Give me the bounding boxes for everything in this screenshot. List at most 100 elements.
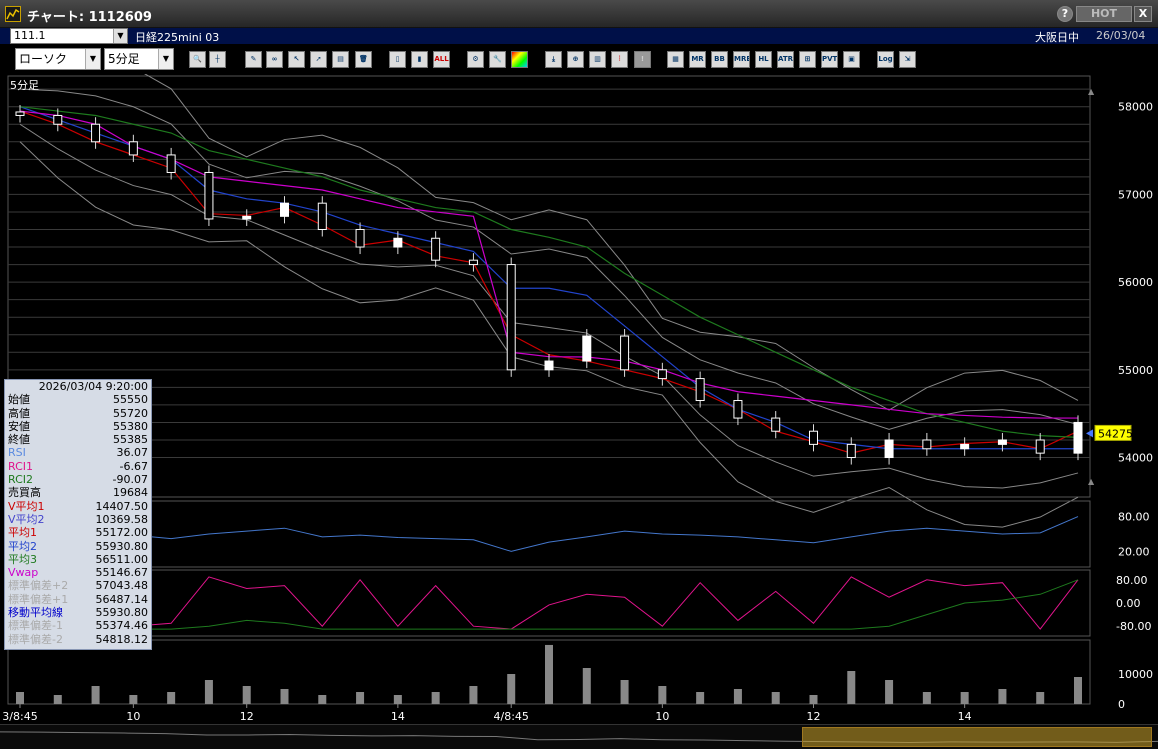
candle-body	[544, 360, 554, 371]
hot-button[interactable]: HOT	[1076, 6, 1132, 22]
info-row: RCI1 -6.67	[5, 460, 151, 473]
symbol-combobox[interactable]: 111.1 ▼	[10, 28, 128, 44]
link-icon[interactable]: ∞	[266, 51, 283, 68]
arrow-icon[interactable]: ➚	[310, 51, 327, 68]
trash-icon[interactable]: 🗑	[355, 51, 372, 68]
session-date: 26/03/04	[1096, 29, 1146, 42]
rsi-tick-label: 80.00	[1118, 511, 1150, 524]
chevron-down-icon[interactable]: ▼	[113, 29, 127, 43]
volume-bar	[922, 692, 931, 704]
volume-bar	[1074, 677, 1082, 704]
info-value: 56487.14	[95, 592, 149, 606]
window-title: チャート: 1112609	[27, 10, 152, 25]
market-status: 大阪日中	[1035, 31, 1079, 44]
download-icon[interactable]: ⤓	[545, 51, 562, 68]
magnify-icon[interactable]: ⊕	[567, 51, 584, 68]
band-upper-2	[144, 74, 1079, 411]
mr-icon[interactable]: MR	[689, 51, 706, 68]
bar-chart-icon[interactable]: ▥	[589, 51, 606, 68]
period-select[interactable]: 5分足 ▼	[104, 48, 174, 70]
split-icon[interactable]: ⫶	[611, 51, 628, 68]
x-tick-label: 10	[126, 710, 140, 723]
info-label: Vwap	[8, 566, 39, 580]
chart-type-select[interactable]: ローソク ▼	[15, 48, 101, 70]
scroll-arrow-icon: ▲	[1088, 87, 1095, 96]
period-label: 5分足	[10, 79, 39, 92]
chart-area[interactable]: 58000 57000 56000 55000 54000 54275 ▲ ▲ 80.00 20…	[0, 74, 1158, 749]
info-label: 終値	[8, 433, 30, 447]
info-value: 14407.50	[95, 499, 149, 513]
title-bar[interactable]: チャート: 1112609 ? HOT X	[0, 0, 1158, 28]
volume-bar	[847, 671, 856, 704]
atr-icon[interactable]: ATR	[777, 51, 794, 68]
info-timestamp: 2026/03/04 9:20:00	[38, 380, 148, 393]
volume-bar	[129, 695, 138, 704]
volume-bar	[620, 680, 629, 704]
export-icon[interactable]: ⇲	[899, 51, 916, 68]
grid-icon[interactable]: ▦	[667, 51, 684, 68]
scroll-thumb[interactable]	[802, 727, 1152, 747]
candle-body	[657, 369, 667, 380]
current-price-label: 54275	[1098, 427, 1133, 440]
candle-body	[846, 443, 856, 459]
gear-icon[interactable]: ⚙	[467, 51, 484, 68]
price-tick-label: 56000	[1118, 276, 1153, 289]
info-value: 55146.67	[95, 566, 149, 580]
rci-tick-label: -80.00	[1116, 620, 1151, 633]
chart-canvas[interactable]: 58000 57000 56000 55000 54000 54275 ▲ ▲ 80.00 20…	[0, 74, 1158, 749]
x-tick-label: 14	[391, 710, 405, 723]
candle-body	[91, 123, 101, 143]
x-tick-label: 14	[958, 710, 972, 723]
info-row: V平均2 10369.58	[5, 513, 151, 526]
hl-icon[interactable]: HL	[755, 51, 772, 68]
log-icon[interactable]: Log	[877, 51, 894, 68]
mre-icon[interactable]: MRE	[733, 51, 750, 68]
volume-bar	[696, 692, 705, 704]
info-value: 56511.00	[95, 552, 149, 566]
volume-bar	[582, 668, 591, 704]
info-label: RCI2	[8, 473, 34, 487]
candle-icon[interactable]: ▯	[389, 51, 406, 68]
pen-icon[interactable]: ✎	[245, 51, 262, 68]
band-upper-1	[19, 88, 1079, 430]
volume-bar	[1036, 692, 1045, 704]
frame-icon[interactable]: ▣	[843, 51, 860, 68]
toolbar: ローソク ▼ 5分足 ▼ 🔍 ┼ ✎ ∞ ↖ ➚ ▤ 🗑 ▯ ▮ ALL ⚙ 🔧…	[0, 44, 1158, 74]
candle-pair-icon[interactable]: ▮	[411, 51, 428, 68]
chart-type-value: ローソク	[19, 52, 68, 66]
pvt-icon[interactable]: PVT	[821, 51, 838, 68]
ichimoku-icon[interactable]: ⊞	[799, 51, 816, 68]
bb-icon[interactable]: BB	[711, 51, 728, 68]
series-line-平均2	[19, 106, 1078, 450]
close-button[interactable]: X	[1134, 6, 1152, 22]
data-window: 2026/03/04 9:20:00 始値 55550 高値 55720 安値 55380…	[4, 379, 152, 650]
info-row: 売買高 19684	[5, 486, 151, 499]
info-row: 終値 55385	[5, 433, 151, 446]
crosshair-icon[interactable]: ┼	[209, 51, 226, 68]
wrench-icon[interactable]: 🔧	[489, 51, 506, 68]
volume-bar	[280, 689, 289, 704]
rci1-line	[19, 576, 1079, 630]
info-value: 55172.00	[95, 526, 149, 540]
price-tick-label: 57000	[1118, 188, 1153, 201]
horizontal-scrollbar[interactable]	[0, 724, 1158, 749]
rci2-line	[20, 579, 1079, 630]
info-value: -6.67	[119, 459, 148, 473]
info-row: 平均2 55930.80	[5, 540, 151, 553]
document-icon[interactable]: ▤	[332, 51, 349, 68]
info-row: 移動平均線 55930.80	[5, 606, 151, 619]
all-icon[interactable]: ALL	[433, 51, 450, 68]
disabled-icon: !	[634, 51, 651, 68]
zoom-icon[interactable]: 🔍	[189, 51, 206, 68]
price-tick-label: 54000	[1118, 452, 1153, 465]
symbol-bar: 111.1 ▼ 日経225mini 03 大阪日中 26/03/04	[0, 28, 1158, 44]
help-button[interactable]: ?	[1057, 6, 1073, 22]
info-row: 安値 55380	[5, 420, 151, 433]
palette-icon[interactable]	[511, 51, 528, 68]
x-tick-label: 4/8:45	[494, 710, 529, 723]
price-panel-frame	[7, 75, 1091, 498]
candle-body	[733, 400, 743, 419]
candle-body	[922, 439, 932, 450]
cursor-icon[interactable]: ↖	[288, 51, 305, 68]
candle-body	[506, 264, 516, 371]
